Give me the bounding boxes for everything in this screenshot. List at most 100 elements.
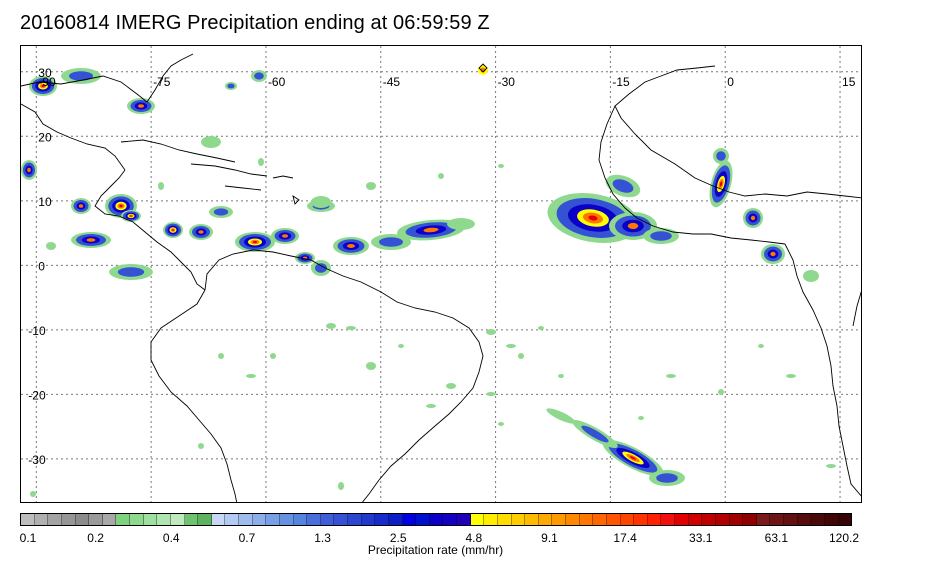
precip-cell xyxy=(69,71,93,81)
colorbar-tick-label: 1.3 xyxy=(314,531,331,545)
precip-cell xyxy=(629,456,637,460)
colorbar-swatch xyxy=(538,514,553,525)
colorbar-tick-label: 0.1 xyxy=(19,531,37,545)
precip-cell xyxy=(346,326,356,330)
precip-cell xyxy=(666,374,676,378)
colorbar-swatch xyxy=(388,514,403,525)
colorbar-swatch xyxy=(552,514,566,525)
precip-cell xyxy=(227,83,235,89)
colorbar-swatch xyxy=(198,514,212,525)
precip-cell xyxy=(253,241,257,243)
precip-cell xyxy=(172,229,174,231)
precip-cell xyxy=(311,196,331,208)
precip-cell xyxy=(826,464,836,468)
precip-cell xyxy=(78,204,84,208)
colorbar-swatch xyxy=(593,514,607,525)
colorbar-swatch xyxy=(34,514,49,525)
colorbar-swatch xyxy=(61,514,76,525)
colorbar-swatch xyxy=(688,514,703,525)
colorbar-swatch xyxy=(770,514,784,525)
latitude-label: -10 xyxy=(28,324,46,338)
colorbar-swatch xyxy=(211,514,226,525)
precip-cell xyxy=(786,374,796,378)
colorbar-swatch xyxy=(184,514,199,525)
latitude-label: 10 xyxy=(38,195,52,209)
precip-cell xyxy=(446,383,456,389)
colorbar-swatch xyxy=(756,514,771,525)
colorbar-swatch xyxy=(279,514,294,525)
precip-cell xyxy=(423,227,439,233)
precip-cell xyxy=(656,473,678,483)
precip-cell xyxy=(201,136,221,148)
colorbar-swatch xyxy=(402,514,417,525)
colorbar-swatch xyxy=(457,514,471,525)
colorbar-swatch xyxy=(743,514,757,525)
colorbar-swatch xyxy=(429,514,444,525)
longitude-label: -30 xyxy=(498,75,516,89)
precip-cell xyxy=(558,374,564,378)
colorbar-swatch xyxy=(320,514,335,525)
precip-cell xyxy=(338,482,344,490)
colorbar-swatch xyxy=(89,514,103,525)
colorbar-tick-label: 9.1 xyxy=(541,531,558,545)
longitude-label: 0 xyxy=(727,75,734,89)
longitude-label: -15 xyxy=(612,75,630,89)
colorbar-tick-label: 0.2 xyxy=(87,531,104,545)
colorbar-swatch xyxy=(675,514,689,525)
precip-cell xyxy=(198,443,204,449)
precip-cell xyxy=(258,158,264,166)
colorbar-swatch xyxy=(579,514,594,525)
precip-cell xyxy=(27,167,31,173)
precip-cell xyxy=(750,215,756,221)
precip-cell xyxy=(315,263,327,273)
precip-cell xyxy=(347,244,355,248)
precip-cell xyxy=(426,404,436,408)
precip-cell xyxy=(718,389,724,395)
precip-cell xyxy=(803,270,819,282)
precip-cell xyxy=(254,72,264,80)
colorbar-swatch xyxy=(225,514,239,525)
colorbar-swatch xyxy=(566,514,580,525)
colorbar-tick-label: 2.5 xyxy=(389,531,407,545)
precip-cell xyxy=(326,323,336,329)
colorbar-swatch xyxy=(702,514,716,525)
colorbar-tick-label: 17.4 xyxy=(613,531,637,545)
colorbar-swatch xyxy=(252,514,267,525)
colorbar-swatch xyxy=(525,514,539,525)
latitude-label: -30 xyxy=(28,453,46,467)
colorbar-tick-label: 0.7 xyxy=(238,531,256,545)
colorbar-swatch xyxy=(824,514,839,525)
colorbar-swatch xyxy=(606,514,621,525)
precip-cell xyxy=(538,326,544,330)
colorbar-tick-label: 0.4 xyxy=(162,531,180,545)
precip-cell xyxy=(612,179,634,193)
colorbar xyxy=(20,513,852,526)
precip-cell xyxy=(588,215,598,221)
longitude-label: -60 xyxy=(268,75,286,89)
precip-cell xyxy=(86,238,96,242)
colorbar-swatch xyxy=(661,514,675,525)
latitude-label: 0 xyxy=(38,259,45,273)
map-canvas: -90 -75 -60 -45 -30 -15 0 15 30 20 10 0 -10 -20 -30 xyxy=(21,46,861,502)
colorbar-swatch xyxy=(416,514,430,525)
colorbar-swatch xyxy=(838,514,852,525)
lat-lon-labels: -90 -75 -60 -45 -30 -15 0 15 30 20 10 0 -10 -20 -30 xyxy=(28,66,855,467)
precip-cell xyxy=(46,242,56,250)
colorbar-swatch xyxy=(266,514,280,525)
longitude-label: -75 xyxy=(153,75,171,89)
longitude-label: 15 xyxy=(842,75,856,89)
colorbar-swatch xyxy=(116,514,130,525)
latitude-label: 30 xyxy=(38,66,52,80)
colorbar-swatch xyxy=(784,514,798,525)
colorbar-swatch xyxy=(647,514,662,525)
colorbar-tick-label: 120.2 xyxy=(828,531,860,545)
colorbar-swatch xyxy=(620,514,635,525)
precip-cell xyxy=(137,104,145,108)
precipitation-map[interactable]: -90 -75 -60 -45 -30 -15 0 15 30 20 10 0 -10 -20 -30 xyxy=(20,45,862,503)
precip-cell xyxy=(486,329,496,335)
precip-cell xyxy=(158,182,164,190)
precip-cell xyxy=(119,204,123,208)
colorbar-swatch xyxy=(334,514,348,525)
coastlines xyxy=(21,53,861,502)
precip-cell xyxy=(213,208,229,216)
